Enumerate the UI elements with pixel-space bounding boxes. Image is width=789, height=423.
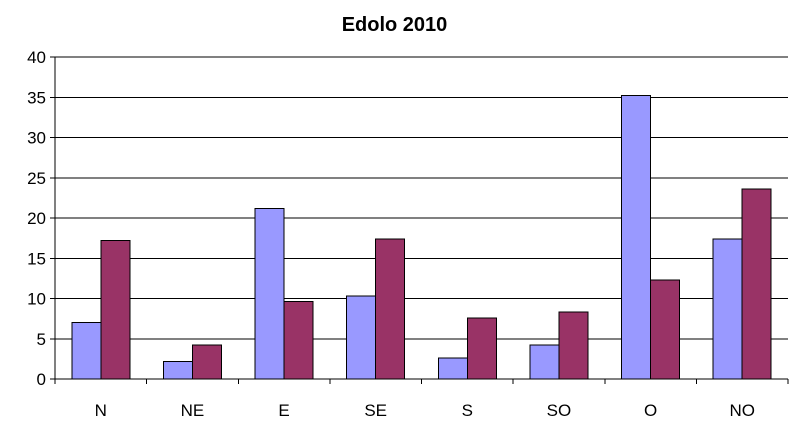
bar-series-2-se	[375, 238, 406, 380]
bar-series-1-n	[71, 322, 102, 380]
y-tick-label: 15	[27, 249, 46, 268]
bar-series-2-n	[100, 240, 131, 380]
x-tick-label: S	[462, 401, 473, 420]
y-tick-label: 40	[27, 48, 46, 67]
y-tick-label: 10	[27, 290, 46, 309]
bar-series-2-o	[650, 279, 681, 380]
bar-series-1-so	[529, 344, 560, 380]
x-tick-label: SE	[364, 401, 387, 420]
bar-series-1-ne	[162, 360, 193, 380]
y-tick-label: 5	[37, 330, 46, 349]
bar-series-2-e	[283, 301, 314, 380]
x-tick-label: NO	[729, 401, 755, 420]
y-tick-label: 30	[27, 129, 46, 148]
y-tick-label: 0	[37, 370, 46, 389]
bar-series-1-s	[437, 357, 468, 380]
x-tick-label: O	[644, 401, 657, 420]
x-tick-label: N	[95, 401, 107, 420]
bar-series-2-so	[558, 311, 589, 380]
bars	[71, 95, 772, 380]
bar-series-1-e	[254, 207, 285, 380]
bar-series-2-ne	[191, 344, 222, 380]
x-tick-label: E	[278, 401, 289, 420]
y-tick-labels: 0 5 10 15 20 25 30 35 40	[27, 48, 46, 389]
bar-series-2-s	[466, 317, 497, 380]
x-tick-labels: N NE E SE S SO O NO	[95, 401, 755, 420]
bar-series-1-se	[346, 295, 377, 380]
chart-title: Edolo 2010	[341, 14, 448, 36]
gridlines	[55, 56, 788, 340]
bar-series-1-o	[621, 95, 652, 380]
x-tick-label: NE	[181, 401, 205, 420]
y-tick-label: 25	[27, 169, 46, 188]
x-tick-label: SO	[547, 401, 572, 420]
y-tick-label: 20	[27, 209, 46, 228]
bar-series-1-no	[712, 238, 743, 380]
axes	[50, 56, 789, 384]
bar-series-2-no	[741, 188, 772, 380]
y-tick-label: 35	[27, 88, 46, 107]
